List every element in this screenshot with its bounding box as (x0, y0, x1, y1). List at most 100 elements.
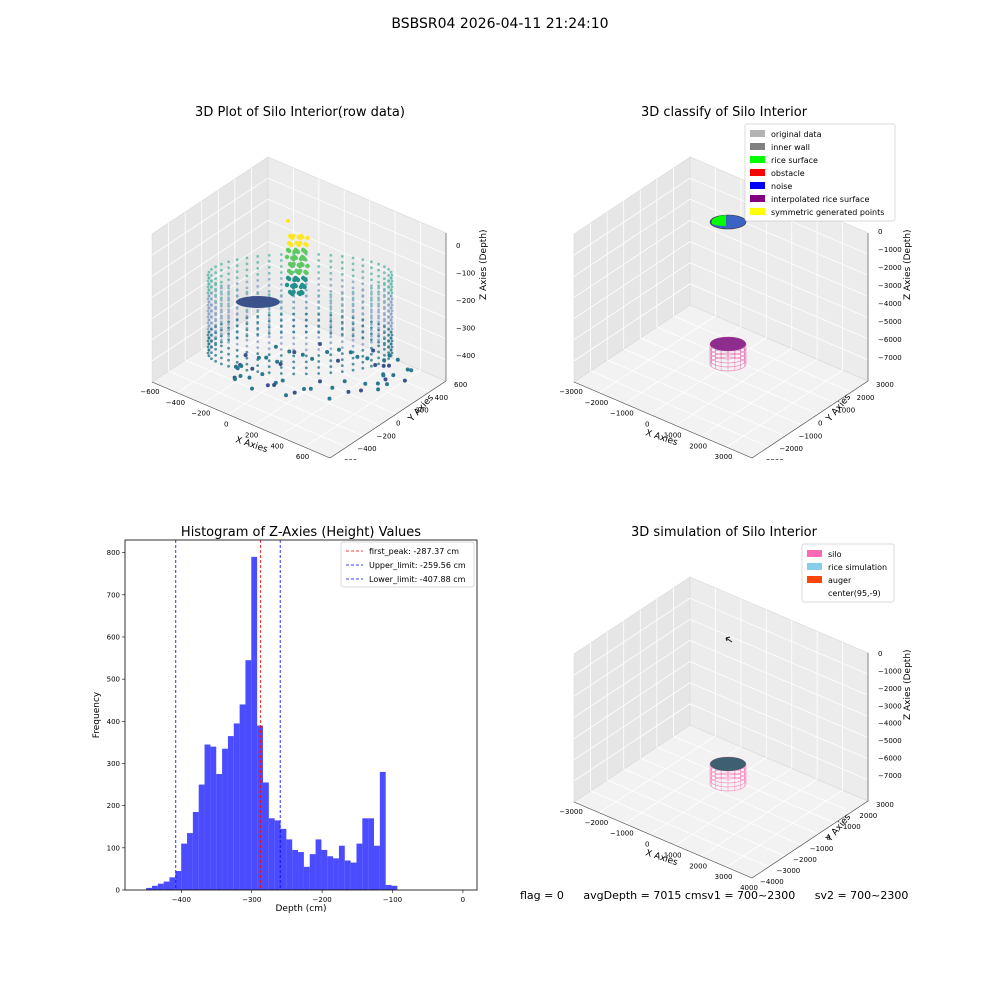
data-point (267, 323, 271, 327)
z-tick-label: −3000 (878, 282, 902, 290)
data-point (340, 364, 344, 367)
data-point (317, 360, 321, 363)
data-point (377, 290, 380, 294)
data-point (383, 337, 386, 341)
data-point (210, 328, 213, 331)
y-tick-label: 2000 (857, 394, 875, 402)
x-tick-label: −600 (140, 388, 159, 396)
legend-frame (340, 541, 475, 588)
legend-swatch (750, 169, 765, 176)
histogram-bars (146, 556, 398, 890)
data-point (267, 265, 271, 269)
data-point (377, 314, 380, 318)
legend-label: Upper_limit: -259.56 cm (369, 561, 466, 570)
data-point (293, 255, 298, 261)
x-axis-line (573, 801, 753, 879)
histogram-bar (338, 845, 345, 890)
data-point (377, 268, 380, 272)
classify-legend: original data inner wall rice surface obsta… (744, 123, 896, 222)
data-point (317, 283, 321, 286)
data-point (292, 306, 296, 310)
z-tick-label: 0 (456, 242, 460, 250)
data-point (292, 350, 297, 355)
data-point (245, 292, 249, 296)
data-point (267, 277, 271, 281)
y-tick-label: 400 (435, 394, 448, 402)
data-point (377, 326, 380, 330)
histogram-bar (303, 866, 310, 890)
histogram-bar (181, 843, 188, 890)
data-point (279, 295, 283, 298)
grid-line (151, 241, 447, 319)
data-point (207, 342, 211, 346)
data-point (303, 249, 308, 255)
data-point (220, 280, 223, 284)
data-point (389, 318, 393, 322)
data-point (206, 273, 210, 277)
y-tick-label: 400 (107, 718, 120, 726)
data-point (340, 340, 344, 343)
data-point (361, 276, 365, 280)
histogram-frame (124, 539, 478, 891)
y-tick-label: 800 (107, 549, 120, 557)
grid-line (234, 326, 414, 404)
data-point (361, 270, 365, 274)
data-point (292, 336, 296, 340)
data-point (387, 304, 390, 307)
y-tick-label: 2000 (859, 812, 877, 820)
data-point (235, 354, 239, 358)
data-point (210, 280, 213, 283)
data-point (220, 314, 223, 318)
data-point (245, 334, 249, 338)
data-point (318, 342, 322, 346)
histogram-bar (239, 704, 246, 890)
data-point (214, 301, 217, 305)
data-point (361, 366, 365, 370)
grid-line (177, 315, 294, 394)
raw-z-ticks: −400 −300 −200 −100 0 (456, 242, 475, 360)
simulation-x-ticks: −3000−2000−1000 0 1000 2000 3000 4000 (560, 808, 758, 890)
x-tick-label: 2000 (689, 862, 707, 870)
data-point (227, 364, 230, 368)
histogram-x-label: Depth (cm) (275, 904, 326, 914)
grid-line (573, 682, 869, 761)
data-point (260, 372, 265, 377)
data-point (279, 354, 283, 357)
raw-z-label: Z Axies (Depth) (479, 229, 489, 300)
data-point (329, 335, 333, 339)
data-point (235, 324, 239, 328)
data-point (370, 278, 373, 282)
y-axis-line (329, 380, 447, 459)
data-point (279, 331, 283, 334)
classify-silo-objects (709, 214, 747, 372)
x-tick-label: 2000 (689, 442, 707, 450)
data-point (340, 370, 344, 373)
sv1-text: sv1 = 700~2300 (701, 889, 796, 902)
histogram-bar (169, 877, 176, 890)
histogram-bar (146, 887, 152, 890)
z-tick-label: −7000 (878, 354, 902, 362)
histogram-bar (368, 818, 375, 890)
simulation-silo-objects (709, 636, 747, 792)
y-tick-label: 100 (107, 844, 120, 852)
data-point (220, 304, 223, 308)
data-point (220, 296, 223, 300)
data-point (305, 263, 310, 269)
data-point (292, 390, 297, 395)
data-point (227, 284, 230, 288)
data-point (340, 303, 344, 306)
data-point (361, 324, 365, 328)
data-point (256, 285, 260, 288)
raw-x-ticks: −600−400−2000200400600800 (140, 388, 309, 460)
data-point (264, 355, 269, 360)
data-point (235, 330, 239, 334)
histogram-bar (157, 883, 164, 890)
data-point (214, 313, 217, 317)
data-point (206, 345, 210, 349)
data-point (207, 276, 211, 280)
data-point (235, 264, 239, 268)
histogram-bar (333, 858, 339, 890)
data-point (370, 352, 373, 356)
data-point (327, 396, 332, 401)
data-point (214, 319, 217, 323)
